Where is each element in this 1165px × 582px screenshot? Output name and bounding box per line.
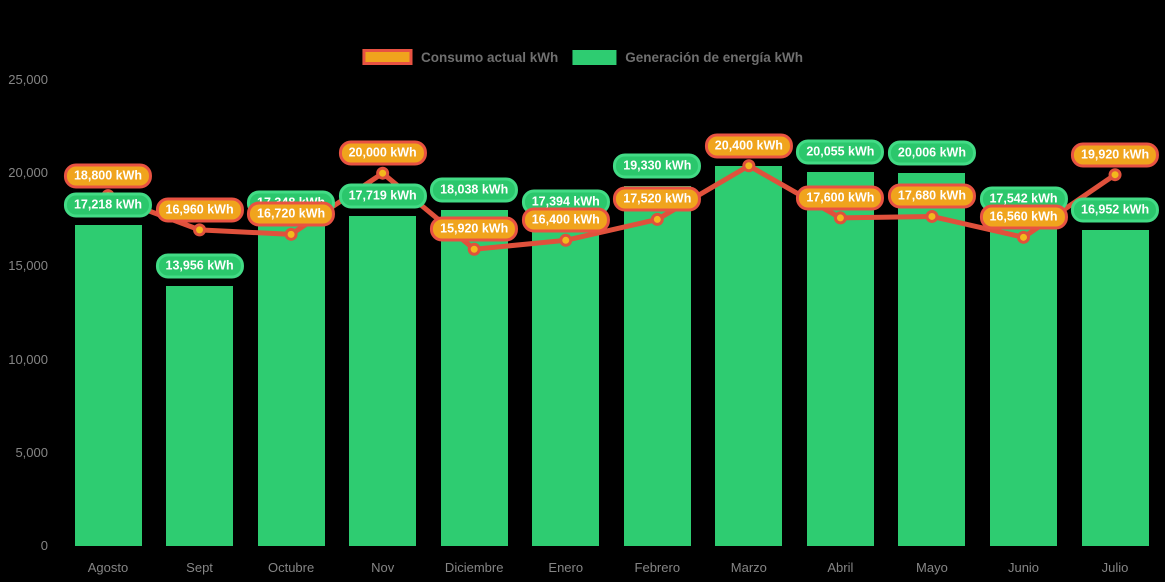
legend-label-consumo: Consumo actual kWh [420, 49, 559, 65]
generation-bar-junio[interactable] [990, 219, 1057, 546]
consumo-point-abril[interactable] [833, 211, 847, 225]
generation-label-abril: 20,055 kWh [796, 139, 885, 165]
generation-bar-abril[interactable] [806, 172, 874, 546]
consumo-label-junio: 16,560 kWh [979, 204, 1068, 230]
consumo-label-agosto: 18,800 kWh [63, 163, 153, 189]
consumo-label-nov: 20,000 kWh [338, 140, 427, 166]
y-tick-label: 15,000 [8, 258, 48, 274]
generation-bar-julio[interactable] [1081, 230, 1149, 546]
generation-bar-octubre[interactable] [257, 222, 325, 546]
y-tick-label: 20,000 [8, 165, 48, 181]
x-tick-label-febrero: Febrero [634, 560, 681, 575]
x-tick-label-nov: Nov [371, 560, 395, 575]
consumo-label-octubre: 16,720 kWh [247, 201, 336, 227]
legend-label-generacion: Generación de energía kWh [625, 49, 804, 65]
consumo-point-mayo[interactable] [925, 209, 939, 223]
generation-bar-agosto[interactable] [74, 225, 142, 546]
x-tick-label-junio: Junio [1007, 560, 1040, 575]
consumo-line [107, 163, 1117, 252]
generation-bar-sept[interactable] [166, 285, 234, 546]
x-tick-label-marzo: Marzo [730, 560, 767, 575]
generation-bar-marzo[interactable] [715, 165, 783, 546]
consumo-point-diciembre[interactable] [467, 242, 481, 256]
y-tick-label: 5,000 [15, 444, 48, 460]
legend-item-consumo[interactable]: Consumo actual kWh [361, 49, 559, 65]
consumo-point-nov[interactable] [376, 166, 390, 180]
generation-label-julio: 16,952 kWh [1071, 197, 1160, 223]
generation-label-febrero: 19,330 kWh [613, 153, 702, 179]
consumo-label-mayo: 17,680 kWh [887, 183, 976, 209]
consumo-label-sept: 16,960 kWh [155, 197, 244, 223]
consumo-label-febrero: 17,520 kWh [613, 186, 702, 212]
consumo-label-abril: 17,600 kWh [796, 185, 885, 211]
generation-bar-diciembre[interactable] [440, 209, 508, 546]
generation-bar-febrero[interactable] [623, 185, 691, 546]
y-tick-label: 0 [40, 538, 48, 553]
x-tick-label-enero: Enero [548, 560, 584, 575]
consumo-label-marzo: 20,400 kWh [704, 133, 793, 159]
x-tick-label-julio: Julio [1101, 560, 1129, 575]
x-tick-label-abril: Abril [827, 560, 854, 575]
generation-label-sept: 13,956 kWh [155, 253, 244, 279]
generation-label-diciembre: 18,038 kWh [430, 177, 519, 203]
legend-item-generacion[interactable]: Generación de energía kWh [572, 49, 804, 65]
generation-label-mayo: 20,006 kWh [887, 140, 976, 166]
consumo-point-junio[interactable] [1017, 230, 1030, 244]
x-tick-label-mayo: Mayo [916, 560, 948, 575]
consumo-label-julio: 19,920 kWh [1071, 142, 1160, 168]
consumo-point-sept[interactable] [193, 223, 207, 237]
consumo-label-enero: 16,400 kWh [521, 207, 610, 233]
generation-bar-enero[interactable] [532, 221, 600, 546]
x-tick-label-sept: Sept [186, 560, 213, 575]
consumo-swatch-icon [361, 49, 412, 65]
consumo-point-marzo[interactable] [742, 159, 756, 173]
generation-label-nov: 17,719 kWh [338, 183, 427, 209]
generation-label-agosto: 17,218 kWh [63, 192, 153, 218]
y-tick-label: 25,000 [8, 72, 48, 87]
generation-bar-nov[interactable] [349, 215, 417, 546]
consumo-point-febrero[interactable] [650, 212, 664, 226]
chart-legend: Consumo actual kWh Generación de energía… [361, 49, 804, 65]
consumo-point-octubre[interactable] [284, 227, 298, 241]
x-tick-label-diciembre: Diciembre [444, 560, 504, 575]
consumo-label-diciembre: 15,920 kWh [430, 216, 519, 242]
x-tick-label-octubre: Octubre [267, 560, 315, 575]
consumo-point-enero[interactable] [559, 233, 573, 247]
x-tick-label-agosto: Agosto [87, 560, 129, 575]
generacion-swatch-icon [572, 49, 617, 65]
generation-bar-mayo[interactable] [898, 173, 966, 546]
consumo-point-julio[interactable] [1108, 168, 1122, 182]
y-tick-label: 10,000 [8, 351, 48, 367]
